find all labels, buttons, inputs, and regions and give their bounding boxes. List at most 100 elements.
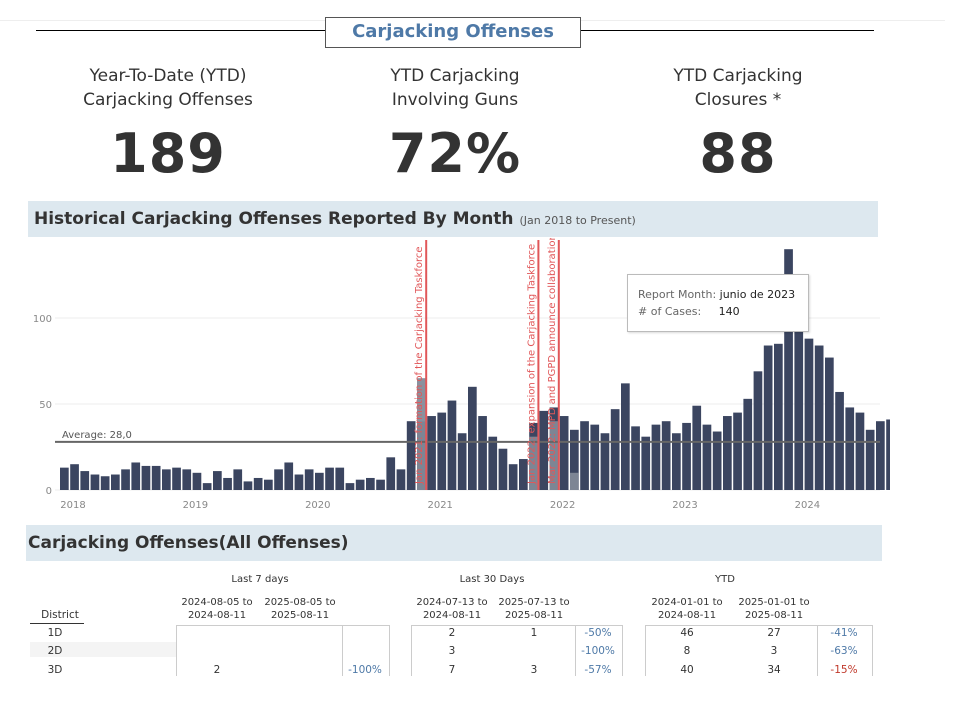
table-cell: 3 (770, 645, 778, 657)
bar (498, 448, 508, 490)
bar (376, 479, 385, 490)
table-cell: 8 (683, 645, 691, 657)
bar (131, 462, 141, 490)
bar (223, 477, 232, 490)
bar (274, 469, 283, 490)
kpi-label: Closures * (694, 90, 782, 110)
bar (478, 416, 487, 490)
kpi-label: YTD Carjacking (673, 66, 803, 86)
bar (580, 421, 589, 490)
bar (355, 479, 365, 490)
bar (488, 436, 498, 490)
table-title: Carjacking Offenses(All Offenses) (28, 533, 349, 553)
col-header-line: 2025-08-11 (744, 610, 804, 621)
kpi-label: Carjacking Offenses (83, 90, 253, 110)
x-tick-label: 2020 (305, 500, 330, 511)
bar-highlight (417, 421, 426, 490)
bar (213, 471, 222, 490)
col-header-line: 2024-08-11 (657, 610, 717, 621)
x-tick-label: 2022 (550, 500, 575, 511)
pct-change-cell: -63% (830, 645, 858, 657)
bar (121, 469, 130, 490)
column-header: 2024-08-05 to 2024-08-11 (176, 596, 258, 622)
bar (468, 386, 477, 490)
bar (243, 481, 253, 490)
table-cell: 2 (448, 627, 456, 639)
bar (845, 407, 855, 490)
bar (570, 429, 579, 490)
column-header: 2024-07-13 to 2024-08-11 (411, 596, 493, 622)
bar (100, 476, 110, 490)
kpi-closures: YTD Carjacking Closures * 88 (588, 64, 888, 185)
col-header-line: 2025-07-13 to (498, 597, 570, 608)
pct-change-cell: -100% (348, 664, 382, 676)
bar (774, 343, 783, 490)
col-header-line: 2025-08-05 to (264, 597, 336, 608)
bar (141, 465, 151, 490)
x-tick-label: 2024 (795, 500, 820, 511)
bar (345, 483, 355, 490)
kpi-label: Involving Guns (391, 90, 519, 110)
tooltip-value: junio de 2023 (719, 288, 796, 301)
pct-change-cell: -15% (830, 664, 858, 676)
kpi-guns: YTD Carjacking Involving Guns 72% (305, 64, 605, 185)
kpi-ytd-offenses: Year-To-Date (YTD) Carjacking Offenses 1… (18, 64, 318, 185)
bar (733, 412, 742, 490)
bar (151, 465, 161, 490)
bar (794, 275, 804, 490)
table-cell: 27 (767, 627, 781, 639)
history-section-header: Historical Carjacking Offenses Reported … (28, 201, 878, 237)
bar (508, 464, 518, 490)
history-subtitle: (Jan 2018 to Present) (519, 214, 636, 227)
bar (825, 357, 834, 490)
district-header: District (41, 609, 79, 621)
tooltip-value: 140 (718, 305, 740, 318)
bar (253, 477, 263, 490)
bar (865, 429, 875, 490)
bar (202, 483, 212, 490)
page-footer-blank (0, 676, 960, 720)
table-cell: 46 (680, 627, 694, 639)
history-title: Historical Carjacking Offenses Reported … (34, 209, 636, 229)
bar (651, 424, 661, 490)
district-header-rule (30, 623, 84, 624)
kpi-label: YTD Carjacking (390, 66, 520, 86)
bar (559, 416, 569, 490)
col-header-line: 2025-08-11 (504, 610, 564, 621)
table-cell: 34 (767, 664, 781, 676)
bar (335, 467, 345, 490)
district-cell: 3D (47, 664, 63, 676)
table-cell: 40 (680, 664, 694, 676)
bar (753, 371, 763, 490)
bar-highlight (549, 421, 559, 490)
bar (763, 345, 773, 490)
pct-change-cell: -100% (581, 645, 615, 657)
group-header: Last 7 days (231, 574, 289, 585)
bar-highlight (570, 472, 579, 490)
bar (672, 433, 681, 490)
bar (80, 471, 90, 490)
col-header-line: 2024-08-11 (187, 610, 247, 621)
table-cell: 3 (530, 664, 538, 676)
y-tick-label: 0 (46, 486, 52, 497)
x-tick-label: 2019 (183, 500, 208, 511)
bar (162, 469, 171, 490)
table-section-header: Carjacking Offenses(All Offenses) (26, 525, 882, 561)
bar (743, 398, 753, 490)
chart-tooltip: Report Month: junio de 2023 # of Cases: … (627, 274, 809, 332)
bar (692, 405, 702, 490)
bar (600, 433, 610, 490)
monthly-bar-chart[interactable]: 0501002018201920202021202220232024202520… (0, 238, 890, 518)
kpi-label: Year-To-Date (YTD) (89, 66, 247, 86)
pct-change-cell: -57% (584, 664, 612, 676)
y-tick-label: 100 (33, 314, 52, 325)
bar (631, 426, 640, 490)
bar (437, 412, 447, 490)
bar (325, 467, 334, 490)
district-cell: 1D (47, 627, 63, 639)
col-header-line: 2024-01-01 to (651, 597, 723, 608)
annotation-label: Mar 2022: MPD and PGPD announce collabor… (547, 238, 558, 484)
bar (621, 383, 630, 490)
bar-highlight (529, 436, 538, 490)
bar (427, 416, 436, 490)
